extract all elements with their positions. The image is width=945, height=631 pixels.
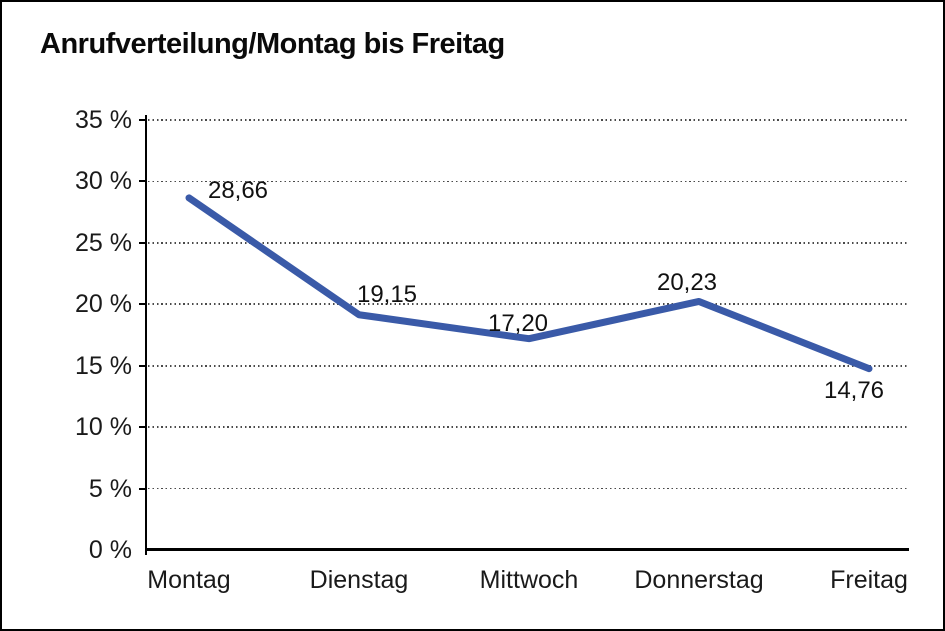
x-axis-line (145, 548, 909, 551)
y-tick-25 (139, 241, 146, 244)
gridline-10 (148, 426, 909, 428)
y-axis-label-0: 0 % (88, 536, 132, 564)
y-axis-label-10: 10 % (75, 413, 132, 442)
y-tick-35 (139, 119, 146, 121)
data-label-dienstag: 19,15 (356, 280, 418, 308)
data-label-mittwoch: 17,20 (487, 309, 549, 337)
gridline-35 (148, 119, 909, 121)
y-tick-5 (139, 487, 146, 490)
x-axis-label-mittwoch: Mittwoch (479, 566, 579, 594)
y-tick-10 (139, 426, 146, 429)
y-axis-label-25: 25 % (75, 228, 132, 257)
gridline-25 (148, 242, 909, 244)
x-axis-label-freitag: Freitag (830, 566, 908, 594)
y-tick-20 (139, 303, 146, 306)
gridline-20 (148, 303, 909, 306)
y-axis-label-5: 5 % (88, 474, 132, 503)
data-label-freitag: 14,76 (823, 376, 885, 404)
gridline-15 (148, 364, 909, 367)
chart-title: Anrufverteilung/Montag bis Freitag (40, 28, 505, 60)
gridline-5 (148, 487, 909, 490)
x-axis-label-dienstag: Dienstag (309, 566, 409, 594)
y-axis-label-20: 20 % (75, 290, 132, 319)
y-axis-label-35: 35 % (75, 106, 132, 134)
y-axis-label-30: 30 % (75, 167, 132, 196)
data-label-donnerstag: 20,23 (656, 269, 718, 297)
x-axis-label-donnerstag: Donnerstag (634, 566, 764, 594)
y-axis-label-15: 15 % (75, 351, 132, 380)
series-line (185, 194, 873, 373)
y-tick-30 (139, 180, 146, 183)
x-axis-label-montag: Montag (147, 566, 231, 594)
y-tick-15 (139, 364, 146, 367)
y-axis-line (145, 115, 147, 555)
data-label-montag: 28,66 (207, 176, 269, 204)
gridline-30 (148, 180, 909, 183)
